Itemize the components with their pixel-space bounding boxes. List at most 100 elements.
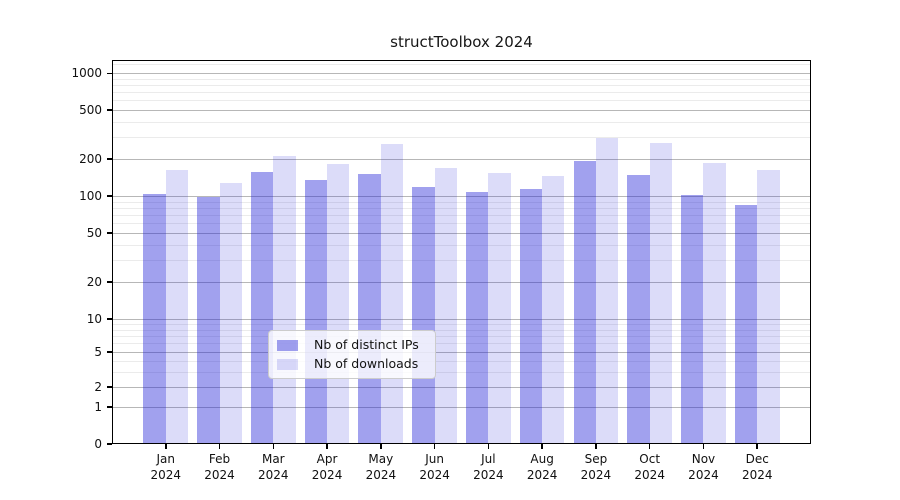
bar-downloads	[380, 144, 404, 444]
x-tick-label: Nov 2024	[688, 452, 719, 482]
legend-swatch-downloads	[277, 358, 298, 370]
bar-distinct-ips	[573, 161, 596, 444]
y-tick-label: 50	[86, 226, 102, 240]
y-tick-mark	[107, 232, 112, 234]
major-gridline	[112, 282, 811, 283]
y-tick-mark	[107, 158, 112, 160]
major-gridline	[112, 110, 811, 112]
x-tick-mark	[541, 444, 543, 449]
major-gridline	[112, 407, 811, 408]
major-gridline	[112, 73, 811, 75]
y-tick-label: 20	[86, 275, 102, 289]
y-tick-mark	[107, 406, 112, 408]
bar-downloads	[488, 172, 511, 444]
minor-gridline	[112, 137, 811, 139]
minor-gridline	[112, 335, 811, 337]
bar-downloads	[649, 143, 673, 444]
x-tick-mark	[380, 444, 382, 449]
bar-distinct-ips	[466, 192, 489, 444]
bar-downloads	[273, 156, 296, 444]
x-tick-mark	[272, 444, 275, 449]
x-tick-label: Sep 2024	[580, 452, 612, 482]
bar-distinct-ips	[304, 179, 328, 444]
major-gridline	[112, 319, 811, 320]
y-tick-label: 0	[94, 437, 102, 451]
minor-gridline	[112, 201, 811, 203]
minor-gridline	[112, 223, 811, 225]
x-tick-mark	[433, 444, 436, 449]
bar-distinct-ips	[143, 194, 166, 444]
y-tick-mark	[107, 318, 112, 320]
major-gridline	[112, 387, 811, 388]
x-tick-mark	[595, 444, 597, 449]
bar-distinct-ips	[250, 171, 274, 444]
major-gridline	[112, 159, 811, 160]
minor-gridline	[112, 207, 811, 209]
legend-item-downloads: Nb of downloads	[277, 357, 427, 371]
minor-gridline	[112, 85, 811, 87]
bar-downloads	[434, 168, 457, 444]
minor-gridline	[112, 360, 811, 362]
bar-distinct-ips	[734, 204, 758, 444]
major-gridline	[112, 196, 811, 197]
minor-gridline	[112, 78, 811, 80]
bar-downloads	[542, 175, 565, 444]
x-tick-mark	[165, 444, 167, 449]
x-tick-mark	[702, 444, 705, 449]
x-tick-label: May 2024	[365, 452, 397, 482]
y-tick-mark	[107, 351, 112, 353]
y-tick-label: 100	[79, 189, 102, 203]
y-tick-mark	[107, 386, 112, 388]
bar-distinct-ips	[627, 175, 650, 444]
major-gridline	[112, 233, 811, 234]
x-tick-label: Dec 2024	[741, 452, 773, 482]
legend-item-distinct-ips: Nb of distinct IPs	[277, 338, 427, 352]
minor-gridline	[112, 324, 811, 326]
x-tick-mark	[487, 444, 490, 449]
bar-downloads	[219, 182, 242, 444]
minor-gridline	[112, 122, 811, 124]
x-tick-label: Jul 2024	[473, 452, 504, 482]
minor-gridline	[112, 371, 811, 373]
x-tick-mark	[218, 444, 221, 449]
y-tick-mark	[107, 72, 112, 75]
y-tick-label: 500	[79, 103, 102, 118]
y-tick-label: 200	[79, 152, 102, 166]
y-tick-label: 1000	[71, 66, 102, 81]
legend-label-downloads: Nb of downloads	[314, 356, 419, 371]
bar-distinct-ips	[519, 189, 543, 444]
bar-distinct-ips	[412, 187, 435, 444]
bar-distinct-ips	[197, 197, 220, 444]
x-tick-label: Feb 2024	[204, 452, 235, 482]
minor-gridline	[112, 343, 811, 345]
minor-gridline	[112, 244, 811, 246]
minor-gridline	[112, 329, 811, 331]
x-tick-mark	[648, 444, 651, 449]
minor-gridline	[112, 63, 811, 65]
x-tick-label: Oct 2024	[634, 452, 665, 482]
y-tick-label: 5	[94, 345, 102, 359]
minor-gridline	[112, 100, 811, 102]
bar-downloads	[327, 164, 350, 444]
chart-title: structToolbox 2024	[390, 33, 533, 51]
minor-gridline	[112, 215, 811, 217]
minor-gridline	[112, 260, 811, 262]
bar-distinct-ips	[358, 173, 381, 444]
y-tick-label: 1	[94, 400, 102, 414]
x-tick-label: Jun 2024	[419, 452, 450, 482]
x-tick-mark	[326, 444, 328, 449]
y-tick-mark	[107, 443, 112, 445]
bar-downloads	[165, 169, 189, 444]
major-gridline	[112, 352, 811, 353]
x-tick-label: Apr 2024	[311, 452, 343, 482]
bar-downloads	[595, 137, 619, 444]
plot-area	[112, 60, 811, 444]
y-tick-mark	[107, 281, 112, 283]
bar-distinct-ips	[681, 195, 704, 444]
minor-gridline	[112, 92, 811, 94]
legend: Nb of distinct IPs Nb of downloads	[268, 330, 436, 379]
y-tick-mark	[107, 195, 112, 197]
legend-swatch-distinct-ips	[277, 339, 298, 351]
y-tick-label: 2	[94, 380, 102, 394]
